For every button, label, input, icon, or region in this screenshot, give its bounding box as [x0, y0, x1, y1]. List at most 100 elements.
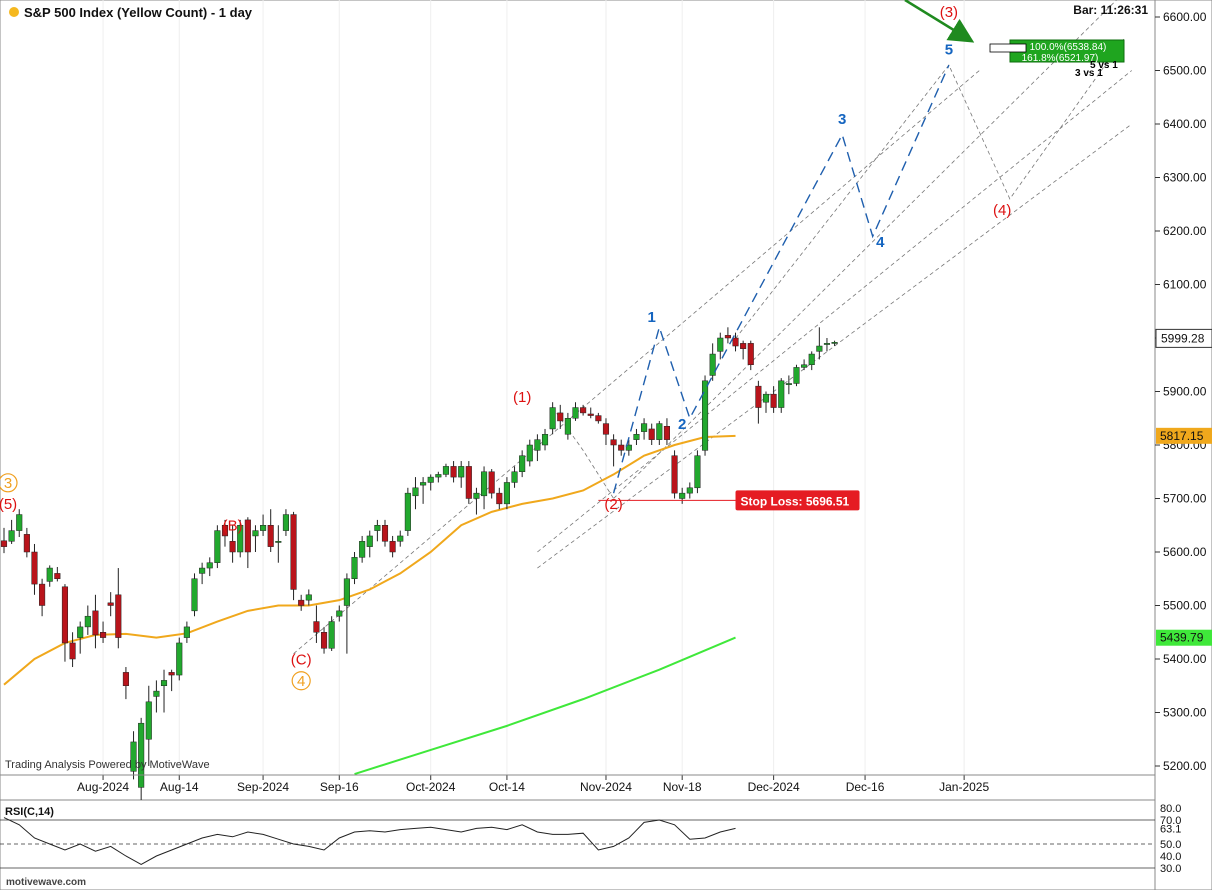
candle-up — [679, 492, 686, 499]
candle-up — [823, 343, 831, 345]
candle-up — [160, 680, 168, 687]
candle-up — [343, 578, 350, 606]
projection-path-line — [612, 64, 950, 494]
candle-up — [549, 407, 556, 430]
candle-down — [671, 455, 678, 494]
candle-down — [389, 541, 396, 553]
rsi-tick-label: 40.0 — [1160, 851, 1181, 863]
wave-label: 3 — [4, 475, 12, 492]
candle-up — [458, 466, 465, 478]
candle-down — [0, 540, 8, 547]
candle-up — [130, 741, 137, 772]
y-tick-label: 6600.00 — [1163, 10, 1207, 24]
y-tick-label: 5500.00 — [1163, 599, 1207, 613]
candle-up — [305, 594, 312, 601]
candle-up — [801, 364, 808, 368]
candle-down — [92, 610, 99, 636]
candle-up — [153, 690, 160, 697]
candle-up — [359, 541, 366, 558]
candle-down — [724, 335, 731, 339]
candle-up — [572, 407, 579, 419]
candle-down — [618, 444, 625, 451]
wave-ratio-3-1: 3 vs 1 — [1075, 68, 1103, 79]
candle-up — [701, 380, 709, 451]
x-tick-label: Oct-2024 — [406, 780, 456, 794]
candle-down — [107, 602, 114, 606]
candle-down — [450, 466, 457, 478]
forecast-path-line — [735, 38, 1125, 339]
candle-down — [557, 412, 564, 422]
candle-up — [8, 530, 15, 542]
last-price-badge: 5999.28 — [1155, 328, 1212, 348]
candle-down — [69, 642, 76, 660]
ma-fast-value: 5817.15 — [1160, 429, 1204, 443]
candle-down — [648, 428, 655, 440]
candle-down — [488, 471, 495, 494]
fib-annotation: 100.0%(6538.84) 161.8%(6521.97) 5 vs 1 3… — [989, 39, 1125, 79]
candle-up — [473, 492, 480, 499]
candle-up — [191, 578, 198, 612]
x-tick-label: Nov-2024 — [580, 780, 632, 794]
candle-up — [336, 610, 343, 617]
candle-down — [602, 423, 610, 435]
candle-up — [694, 455, 701, 489]
candle-up — [686, 487, 693, 494]
site-footer: motivewave.com — [6, 877, 86, 888]
candle-up — [420, 482, 427, 486]
wave-label: (3) — [940, 4, 958, 21]
candle-up — [503, 482, 510, 505]
wave-label: 4 — [297, 673, 305, 690]
candle-down — [54, 573, 61, 580]
candle-up — [374, 525, 381, 531]
candle-down — [732, 337, 739, 347]
y-tick-label: 5700.00 — [1163, 492, 1207, 506]
stop-loss-label: Stop Loss: 5696.51 — [741, 494, 850, 508]
candle-up — [816, 345, 823, 352]
wave-label: (5) — [0, 496, 17, 513]
candle-up — [199, 567, 206, 574]
ma-slow-value: 5439.79 — [1160, 631, 1204, 645]
x-tick-label: Sep-16 — [320, 780, 359, 794]
stop-loss-badge[interactable] — [735, 490, 860, 511]
candle-down — [267, 525, 274, 547]
y-tick-label: 6400.00 — [1163, 117, 1207, 131]
channel-line — [537, 70, 1133, 553]
candle-down — [298, 599, 305, 606]
candle-down — [31, 551, 38, 585]
rsi-tick-label: 80.0 — [1160, 803, 1181, 815]
candle-up — [625, 444, 632, 451]
y-tick-label: 6300.00 — [1163, 171, 1207, 185]
last-price-value: 5999.28 — [1161, 331, 1205, 345]
y-tick-label: 6200.00 — [1163, 224, 1207, 238]
candle-up — [366, 535, 373, 547]
x-tick-label: Dec-16 — [846, 780, 885, 794]
chart-status-icon — [9, 7, 19, 17]
wave-label: 5 — [945, 41, 953, 58]
candle-down — [595, 415, 602, 422]
wave-label: (1) — [513, 389, 531, 406]
candle-up — [511, 471, 518, 483]
candle-up — [633, 434, 640, 440]
candle-up — [717, 337, 724, 352]
y-tick-label: 6500.00 — [1163, 64, 1207, 78]
candle-up — [435, 474, 442, 478]
x-tick-label: Sep-2024 — [237, 780, 289, 794]
candle-down — [115, 594, 122, 638]
candle-down — [587, 413, 594, 416]
candle-down — [747, 343, 754, 366]
wave-zigzag-line — [552, 407, 614, 499]
candle-down — [755, 385, 762, 408]
fib-100-label: 100.0%(6538.84) — [1030, 42, 1107, 53]
candle-up — [77, 626, 84, 638]
wave-label: 4 — [876, 234, 885, 251]
candle-down — [580, 407, 587, 414]
wave-label: 1 — [648, 309, 656, 326]
candle-up — [793, 367, 800, 384]
price-axis — [1154, 0, 1212, 891]
candle-up — [237, 525, 244, 553]
y-tick-label: 5900.00 — [1163, 385, 1207, 399]
x-tick-label: Dec-2024 — [748, 780, 800, 794]
candle-down — [290, 514, 297, 590]
